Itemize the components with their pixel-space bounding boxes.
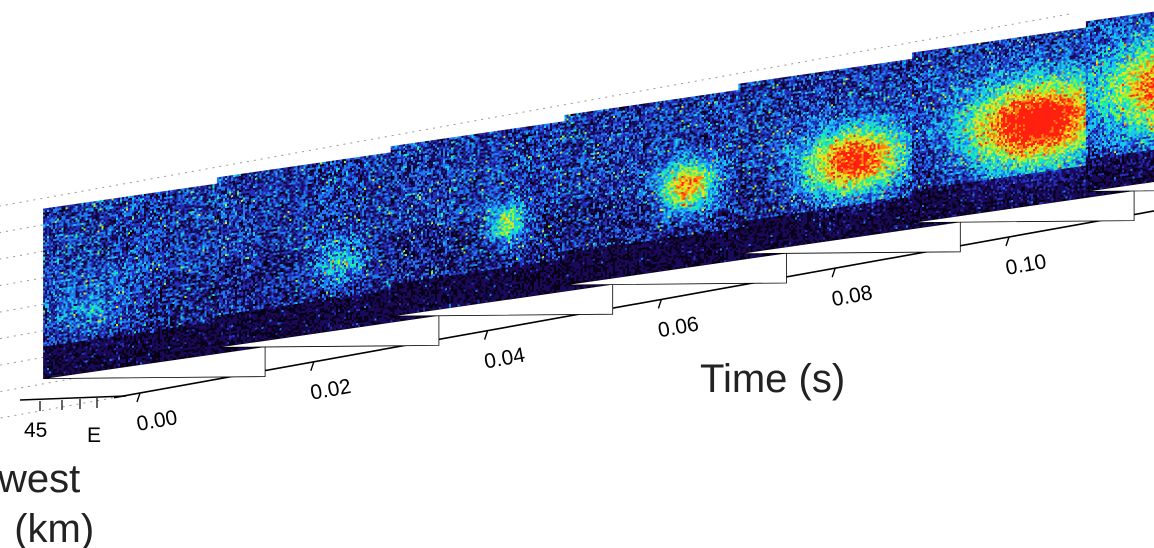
time-tick-label: 0.00 [135, 406, 179, 436]
time-tick-label: 0.06 [656, 312, 700, 342]
side-axis-title-line-1: west [0, 457, 80, 501]
time-tick-label: 0.10 [1004, 250, 1048, 280]
time-tick [136, 392, 141, 403]
grid-line [0, 13, 1071, 207]
side-axis-title-line-2: : (km) [0, 507, 94, 548]
time-tick-label: 0.08 [830, 281, 874, 311]
side-axis-tick-label: 45 [24, 419, 47, 442]
time-axis-title: Time (s) [700, 357, 845, 401]
time-tick-label: 0.02 [309, 375, 353, 405]
time-tick-label: 0.04 [482, 344, 527, 374]
side-axis: 45 E [19, 395, 127, 447]
time-tick [483, 330, 489, 340]
time-tick [657, 299, 663, 309]
time-tick [1005, 236, 1010, 247]
side-axis-line [19, 395, 127, 401]
heatmap-slices [43, 0, 1154, 379]
time-axis-line [113, 210, 1154, 399]
time-axis: 0.00 0.02 0.04 0.06 0.08 0.10 45 E [19, 210, 1154, 447]
axis-labels: Time (s) west : (km) [0, 357, 845, 548]
time-tick [831, 267, 836, 278]
slice-heatmap [1085, 0, 1154, 192]
time-slice [1085, 0, 1154, 192]
time-tick [310, 361, 315, 372]
side-axis-tick-label: E [87, 424, 101, 447]
